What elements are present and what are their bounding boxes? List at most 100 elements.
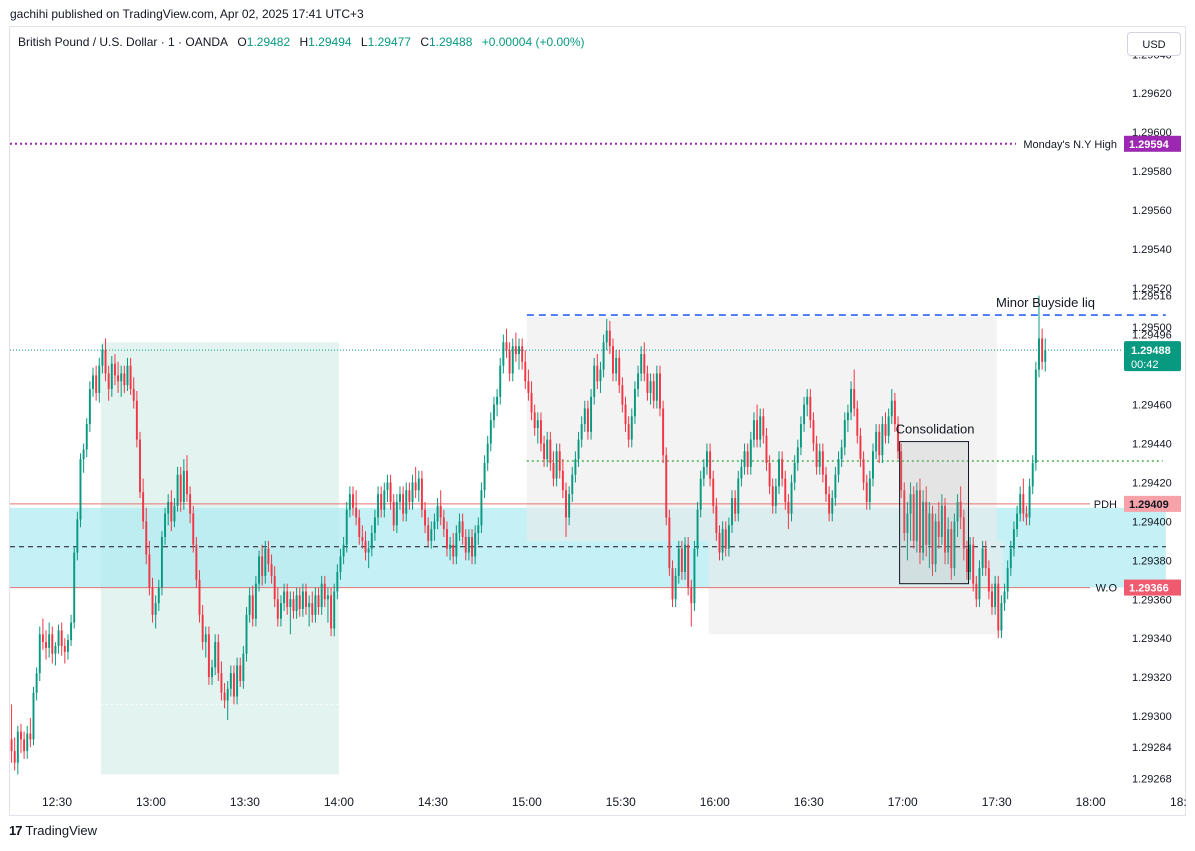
candle-body xyxy=(593,365,596,397)
level-tag-bg xyxy=(1124,135,1181,152)
consolidation-box[interactable] xyxy=(899,441,970,585)
candle xyxy=(605,318,608,351)
candle xyxy=(229,665,232,697)
candle-body xyxy=(236,665,239,697)
candle-body xyxy=(51,634,54,654)
minor-buyside-label[interactable]: Minor Buyside liq xyxy=(996,295,1095,310)
candle xyxy=(129,357,132,395)
candle-body xyxy=(571,474,574,495)
candle xyxy=(1022,478,1025,522)
candle xyxy=(571,466,574,502)
candle xyxy=(417,470,420,502)
candle xyxy=(746,443,749,475)
candle-body xyxy=(311,603,314,615)
candle xyxy=(82,443,85,473)
candle xyxy=(92,367,94,397)
candle xyxy=(267,540,270,572)
candle-body xyxy=(110,363,113,390)
candle-body xyxy=(627,424,630,440)
candle xyxy=(414,466,417,499)
candle xyxy=(430,521,433,549)
candle-body xyxy=(527,381,530,393)
candle-body xyxy=(267,548,270,565)
candle-body xyxy=(57,630,60,646)
x-tick-label: 18:00 xyxy=(1076,795,1106,809)
candle-body xyxy=(345,509,348,545)
candle-body xyxy=(978,568,981,600)
footer-brand[interactable]: TradingView xyxy=(25,823,98,838)
candle xyxy=(940,494,943,545)
candle xyxy=(439,490,442,526)
candle xyxy=(759,408,762,448)
y-tick-label: 1.29268 xyxy=(1132,773,1172,785)
consolidation-label[interactable]: Consolidation xyxy=(896,422,975,437)
candle-body xyxy=(364,540,367,553)
legend-l-label: L xyxy=(360,35,368,49)
candle-body xyxy=(834,474,837,499)
chart-frame[interactable] xyxy=(9,26,1186,816)
candle xyxy=(389,474,392,510)
candle xyxy=(674,568,677,608)
candle xyxy=(123,365,126,393)
candle-body xyxy=(1009,548,1012,569)
level-tag-bg xyxy=(1124,579,1181,596)
candle xyxy=(846,404,849,432)
candle xyxy=(831,490,834,522)
legend-symbol[interactable]: British Pound / U.S. Dollar · 1 · OANDA xyxy=(18,35,229,49)
currency-button[interactable]: USD xyxy=(1127,32,1181,56)
candle xyxy=(655,365,658,409)
annotations[interactable]: Minor Buyside liq Consolidation xyxy=(526,295,1166,585)
candle xyxy=(182,459,185,510)
candle xyxy=(790,474,793,522)
candle xyxy=(345,501,348,553)
candle-body xyxy=(831,498,834,514)
candle xyxy=(909,482,912,541)
candle-body xyxy=(85,424,88,450)
candle xyxy=(286,583,289,615)
candle-body xyxy=(724,529,727,549)
candle-body xyxy=(633,389,636,417)
candle-body xyxy=(684,544,687,572)
candle-body xyxy=(643,354,646,374)
candle-body xyxy=(455,533,458,557)
candle-body xyxy=(414,482,417,491)
x-axis[interactable]: 12:30 13:00 13:30 14:00 14:30 15:00 15:30 16:00… xyxy=(42,795,1187,809)
candle xyxy=(533,404,536,436)
candle-body xyxy=(865,482,868,502)
tradingview-logo-icon[interactable]: 17 xyxy=(9,823,23,838)
candle-body xyxy=(872,451,874,479)
x-tick-label: 17:00 xyxy=(888,795,918,809)
candle-body xyxy=(82,449,85,460)
candle xyxy=(352,486,354,516)
candle xyxy=(972,536,975,592)
candle-body xyxy=(486,443,489,463)
candle xyxy=(793,455,796,491)
candle xyxy=(377,486,380,526)
candle-body xyxy=(232,673,235,697)
candle xyxy=(815,435,818,475)
legend-open: 1.29482 xyxy=(246,35,291,49)
candle-body xyxy=(408,490,411,502)
y-axis[interactable]: 1.296401.296201.296001.295801.295601.295… xyxy=(1132,49,1172,785)
candle xyxy=(599,361,602,393)
candle xyxy=(151,577,154,623)
candle xyxy=(139,431,141,499)
candle-body xyxy=(662,408,665,456)
candle xyxy=(70,614,73,646)
candle xyxy=(640,346,643,382)
candle-body xyxy=(969,544,972,572)
candle xyxy=(774,478,777,514)
candle-body xyxy=(890,400,893,417)
candle xyxy=(721,521,724,561)
candle xyxy=(1041,328,1044,370)
candle-body xyxy=(787,501,790,514)
candle-body xyxy=(649,381,652,393)
candle xyxy=(984,540,987,576)
candle xyxy=(950,521,953,580)
candle xyxy=(261,544,264,586)
candle-body xyxy=(774,486,777,506)
candle-body xyxy=(962,517,965,549)
candle xyxy=(978,560,981,608)
candle xyxy=(552,451,555,487)
